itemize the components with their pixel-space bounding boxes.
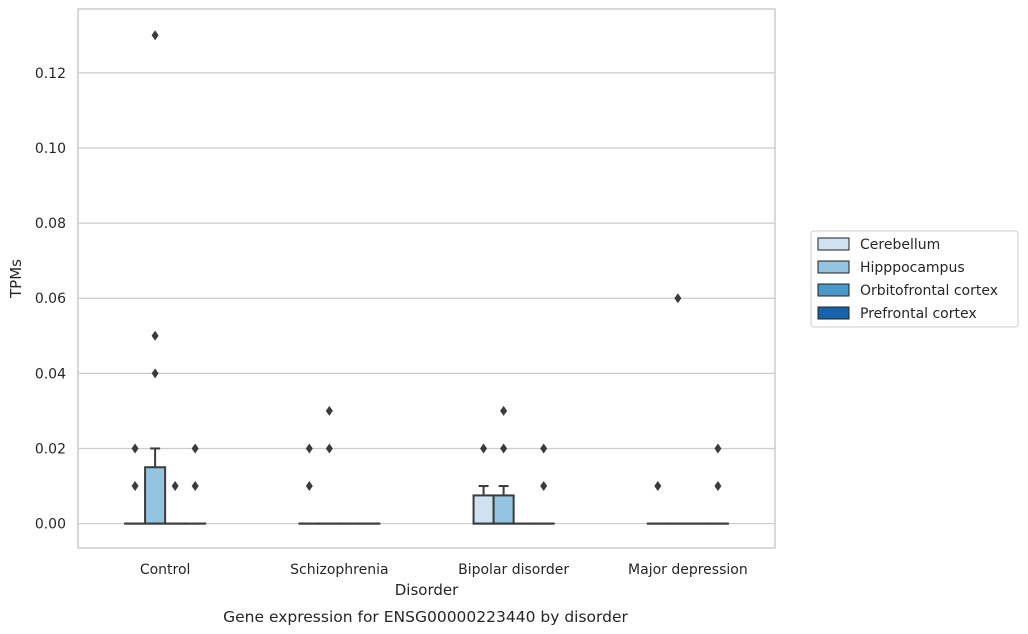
y-tick-label: 0.00 — [35, 517, 66, 533]
box-0-2 — [472, 443, 495, 525]
box — [144, 466, 167, 525]
box-1-2 — [492, 405, 515, 525]
x-axis-label: Disorder — [395, 581, 459, 599]
legend-swatch — [817, 283, 850, 297]
box-0-3 — [646, 481, 669, 525]
legend-entry: Hipppocampus — [860, 260, 965, 276]
outlier-marker — [500, 405, 508, 416]
legend-entry: Cerebellum — [860, 237, 940, 253]
legend-entry: Orbitofrontal cortex — [860, 283, 998, 299]
legend-swatch — [817, 237, 850, 251]
outlier-marker — [191, 481, 199, 492]
box-1-3 — [666, 293, 689, 525]
box — [492, 494, 515, 525]
outlier-marker — [151, 368, 159, 379]
outlier-marker — [151, 330, 159, 341]
outlier-marker — [500, 443, 508, 454]
y-tick-label: 0.10 — [35, 141, 66, 157]
outlier-marker — [131, 443, 139, 454]
box-0-0 — [124, 443, 147, 525]
outlier-marker — [325, 443, 333, 454]
x-tick-label: Schizophrenia — [290, 562, 388, 578]
outlier-marker — [151, 30, 159, 41]
box-3-2 — [532, 443, 555, 525]
y-gridlines — [78, 72, 775, 525]
outlier-marker — [191, 443, 199, 454]
outlier-marker — [480, 443, 488, 454]
legend-frame — [810, 230, 1019, 328]
chart-caption: Gene expression for ENSG00000223440 by d… — [223, 608, 628, 626]
box — [472, 494, 495, 525]
box-3-3 — [706, 443, 729, 525]
outlier-marker — [325, 405, 333, 416]
x-tick-label: Bipolar disorder — [458, 562, 569, 578]
outlier-marker — [305, 481, 313, 492]
box-2-0 — [164, 481, 187, 525]
legend-swatch — [817, 260, 850, 274]
y-axis-label: TPMs — [7, 259, 25, 299]
outlier-marker — [674, 293, 682, 304]
y-tick-label: 0.08 — [35, 216, 66, 232]
box-plot-marks — [124, 30, 729, 525]
y-tick-label: 0.04 — [35, 366, 66, 382]
plot-frame — [77, 8, 776, 549]
y-tick-label: 0.02 — [35, 441, 66, 457]
legend-swatch — [817, 306, 850, 320]
outlier-marker — [714, 443, 722, 454]
outlier-marker — [540, 443, 548, 454]
x-tick-label: Control — [140, 562, 191, 578]
y-tick-label: 0.06 — [35, 291, 66, 307]
box-1-0 — [144, 30, 167, 525]
legend: Cerebellum Hipppocampus Orbitofrontal cort… — [810, 230, 1019, 328]
box-0-1 — [298, 443, 321, 525]
x-tick-label: Major depression — [628, 562, 748, 578]
y-axis-ticks: 0.00 0.02 0.04 0.06 0.08 0.10 0.12 — [35, 66, 66, 533]
box-1-1 — [318, 405, 341, 525]
outlier-marker — [131, 481, 139, 492]
outlier-marker — [654, 481, 662, 492]
x-axis-ticks: Control Schizophrenia Bipolar disorder Majo… — [140, 562, 748, 578]
outlier-marker — [714, 481, 722, 492]
outlier-marker — [540, 481, 548, 492]
legend-entry: Prefrontal cortex — [860, 306, 977, 322]
y-tick-label: 0.12 — [35, 66, 66, 82]
outlier-marker — [171, 481, 179, 492]
box-3-0 — [184, 443, 207, 525]
outlier-marker — [305, 443, 313, 454]
